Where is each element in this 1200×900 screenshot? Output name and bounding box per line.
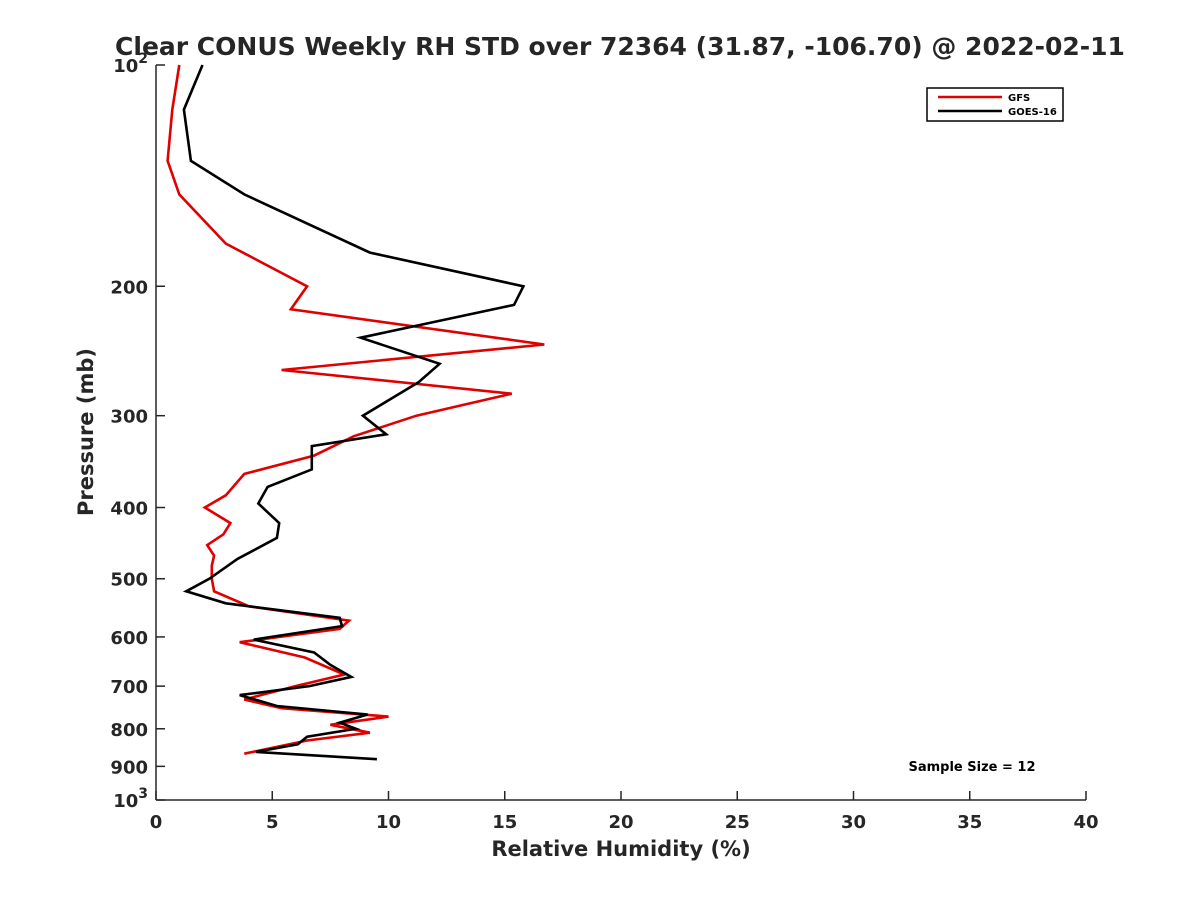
y-tick-label: 103 — [113, 786, 148, 812]
x-tick-label: 10 — [376, 812, 401, 833]
x-axis-label: Relative Humidity (%) — [491, 837, 750, 861]
legend-label-gfs: GFS — [1008, 93, 1030, 104]
x-tick-label: 35 — [957, 812, 982, 833]
x-ticks: 0 5 10 15 20 25 30 35 40 — [150, 791, 1099, 833]
y-tick-label: 102 — [113, 51, 148, 77]
legend: GFS GOES-16 — [926, 87, 1064, 122]
y-tick-label: 200 — [110, 277, 148, 298]
y-tick-label: 900 — [110, 757, 148, 778]
chart-title: Clear CONUS Weekly RH STD over 72364 (31… — [115, 32, 1125, 61]
x-tick-label: 5 — [266, 812, 279, 833]
y-tick-label: 300 — [110, 407, 148, 428]
plot-frame-fill — [156, 65, 1086, 800]
y-axis-label: Pressure (mb) — [74, 348, 98, 516]
plot-area: 0 5 10 15 20 25 30 35 40 102 200 300 400 500 600 700 80… — [110, 51, 1098, 833]
series-line-goes-16 — [182, 64, 526, 761]
x-tick-label: 25 — [725, 812, 750, 833]
legend-label-goes-16: GOES-16 — [1008, 107, 1057, 118]
legend-entries: GFS GOES-16 — [938, 93, 1057, 118]
legend-box — [926, 87, 1064, 122]
x-tick-label: 20 — [608, 812, 633, 833]
y-tick-label: 500 — [110, 570, 148, 591]
y-tick-label: 700 — [110, 677, 148, 698]
y-tick-label: 400 — [110, 499, 148, 520]
x-tick-label: 15 — [492, 812, 517, 833]
series-line-gfs — [166, 64, 545, 755]
series-lines — [166, 64, 545, 761]
x-tick-label: 30 — [841, 812, 866, 833]
x-tick-label: 40 — [1073, 812, 1098, 833]
x-tick-label: 0 — [150, 812, 163, 833]
y-tick-label: 800 — [110, 720, 148, 741]
sample-size-annotation: Sample Size = 12 — [908, 760, 1035, 775]
y-ticks: 102 200 300 400 500 600 700 800 900 103 — [110, 51, 165, 812]
y-tick-label: 600 — [110, 628, 148, 649]
